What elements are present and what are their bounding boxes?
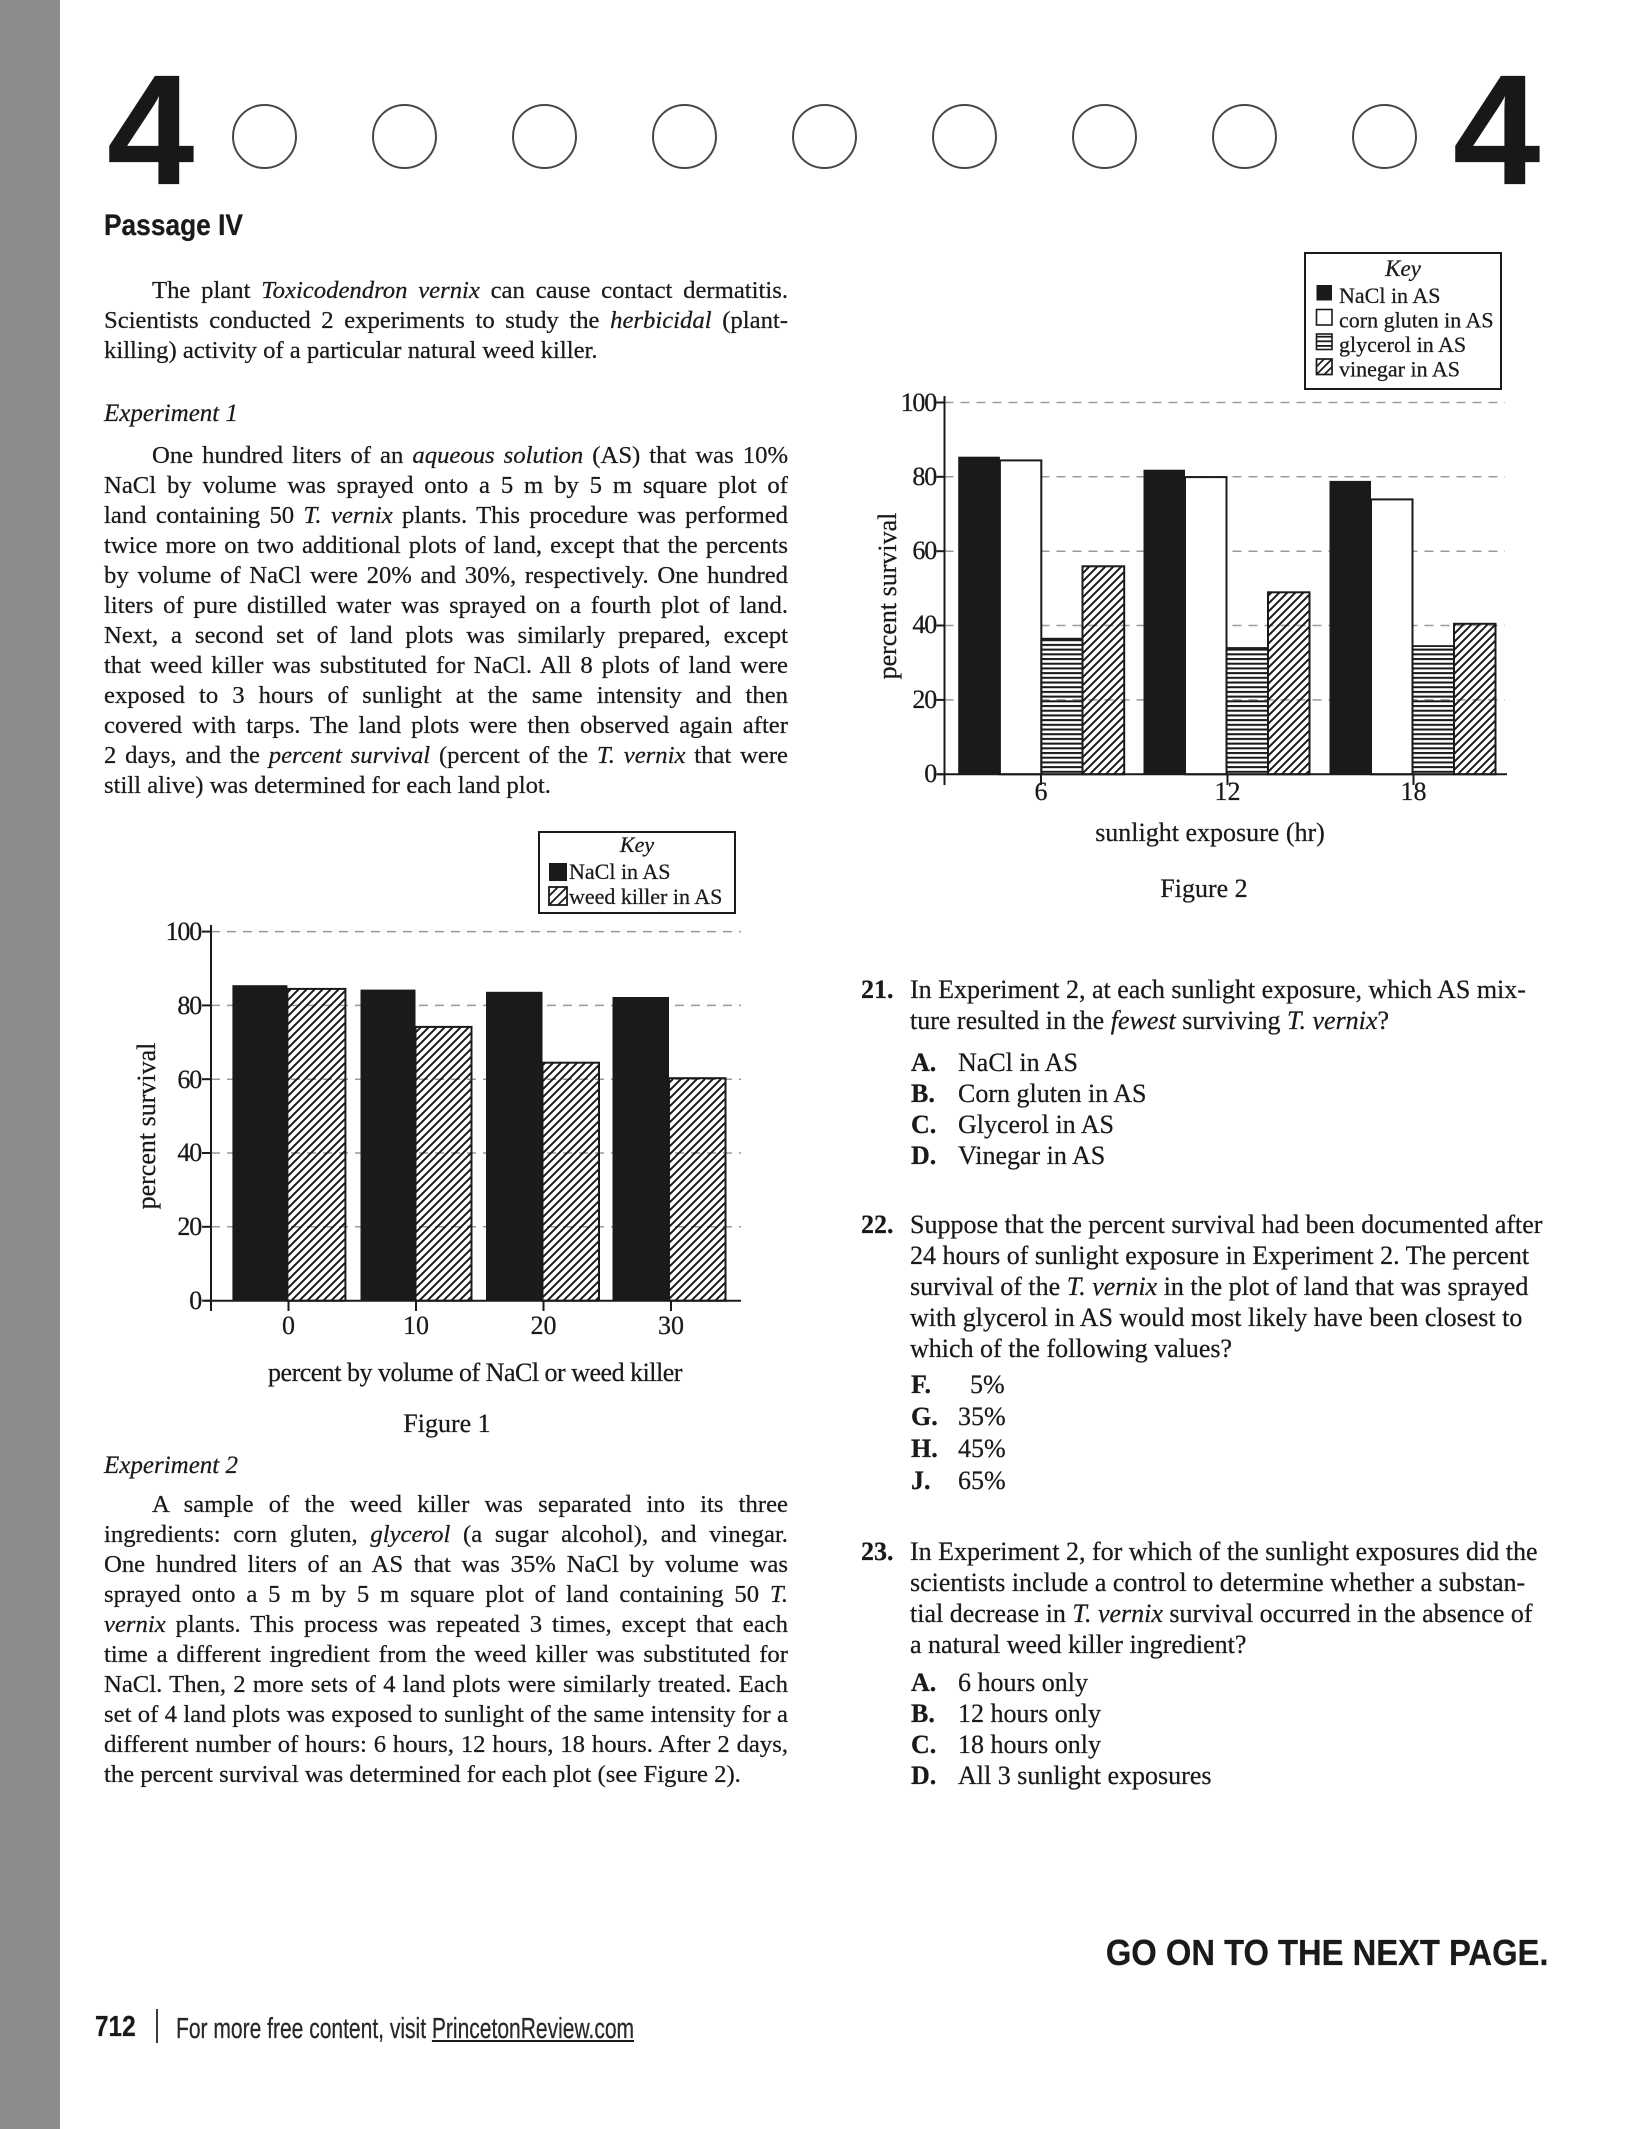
svg-text:18: 18 (1401, 777, 1427, 806)
svg-text:40: 40 (912, 610, 937, 639)
svg-text:Figure 2: Figure 2 (1160, 874, 1247, 903)
svg-text:percent by volume of NaCl or w: percent by volume of NaCl or weed killer (268, 1358, 683, 1387)
svg-text:percent survival: percent survival (873, 513, 902, 680)
svg-text:40: 40 (177, 1138, 202, 1167)
svg-text:weed killer in AS: weed killer in AS (569, 884, 722, 909)
svg-text:0: 0 (189, 1286, 202, 1315)
svg-text:6: 6 (1035, 777, 1048, 806)
svg-text:12: 12 (1215, 777, 1241, 806)
svg-text:0: 0 (282, 1311, 295, 1340)
svg-text:NaCl in AS: NaCl in AS (569, 859, 670, 884)
svg-text:vinegar in AS: vinegar in AS (1339, 357, 1460, 382)
svg-text:80: 80 (177, 991, 202, 1020)
svg-text:20: 20 (177, 1212, 202, 1241)
svg-text:glycerol in AS: glycerol in AS (1339, 332, 1466, 357)
svg-text:10: 10 (403, 1311, 429, 1340)
svg-text:percent survival: percent survival (132, 1043, 161, 1210)
svg-text:30: 30 (658, 1311, 684, 1340)
svg-text:corn gluten in AS: corn gluten in AS (1339, 308, 1494, 333)
svg-text:Key: Key (1384, 256, 1422, 281)
svg-text:Key: Key (619, 832, 654, 857)
svg-text:Figure 1: Figure 1 (403, 1409, 490, 1438)
svg-text:100: 100 (901, 388, 938, 417)
svg-text:20: 20 (912, 685, 937, 714)
svg-text:20: 20 (531, 1311, 557, 1340)
svg-text:sunlight exposure (hr): sunlight exposure (hr) (1095, 818, 1325, 847)
svg-text:100: 100 (166, 917, 203, 946)
svg-text:60: 60 (912, 536, 937, 565)
svg-text:0: 0 (924, 759, 937, 788)
svg-text:NaCl in AS: NaCl in AS (1339, 283, 1440, 308)
svg-text:60: 60 (177, 1065, 202, 1094)
svg-text:80: 80 (912, 462, 937, 491)
